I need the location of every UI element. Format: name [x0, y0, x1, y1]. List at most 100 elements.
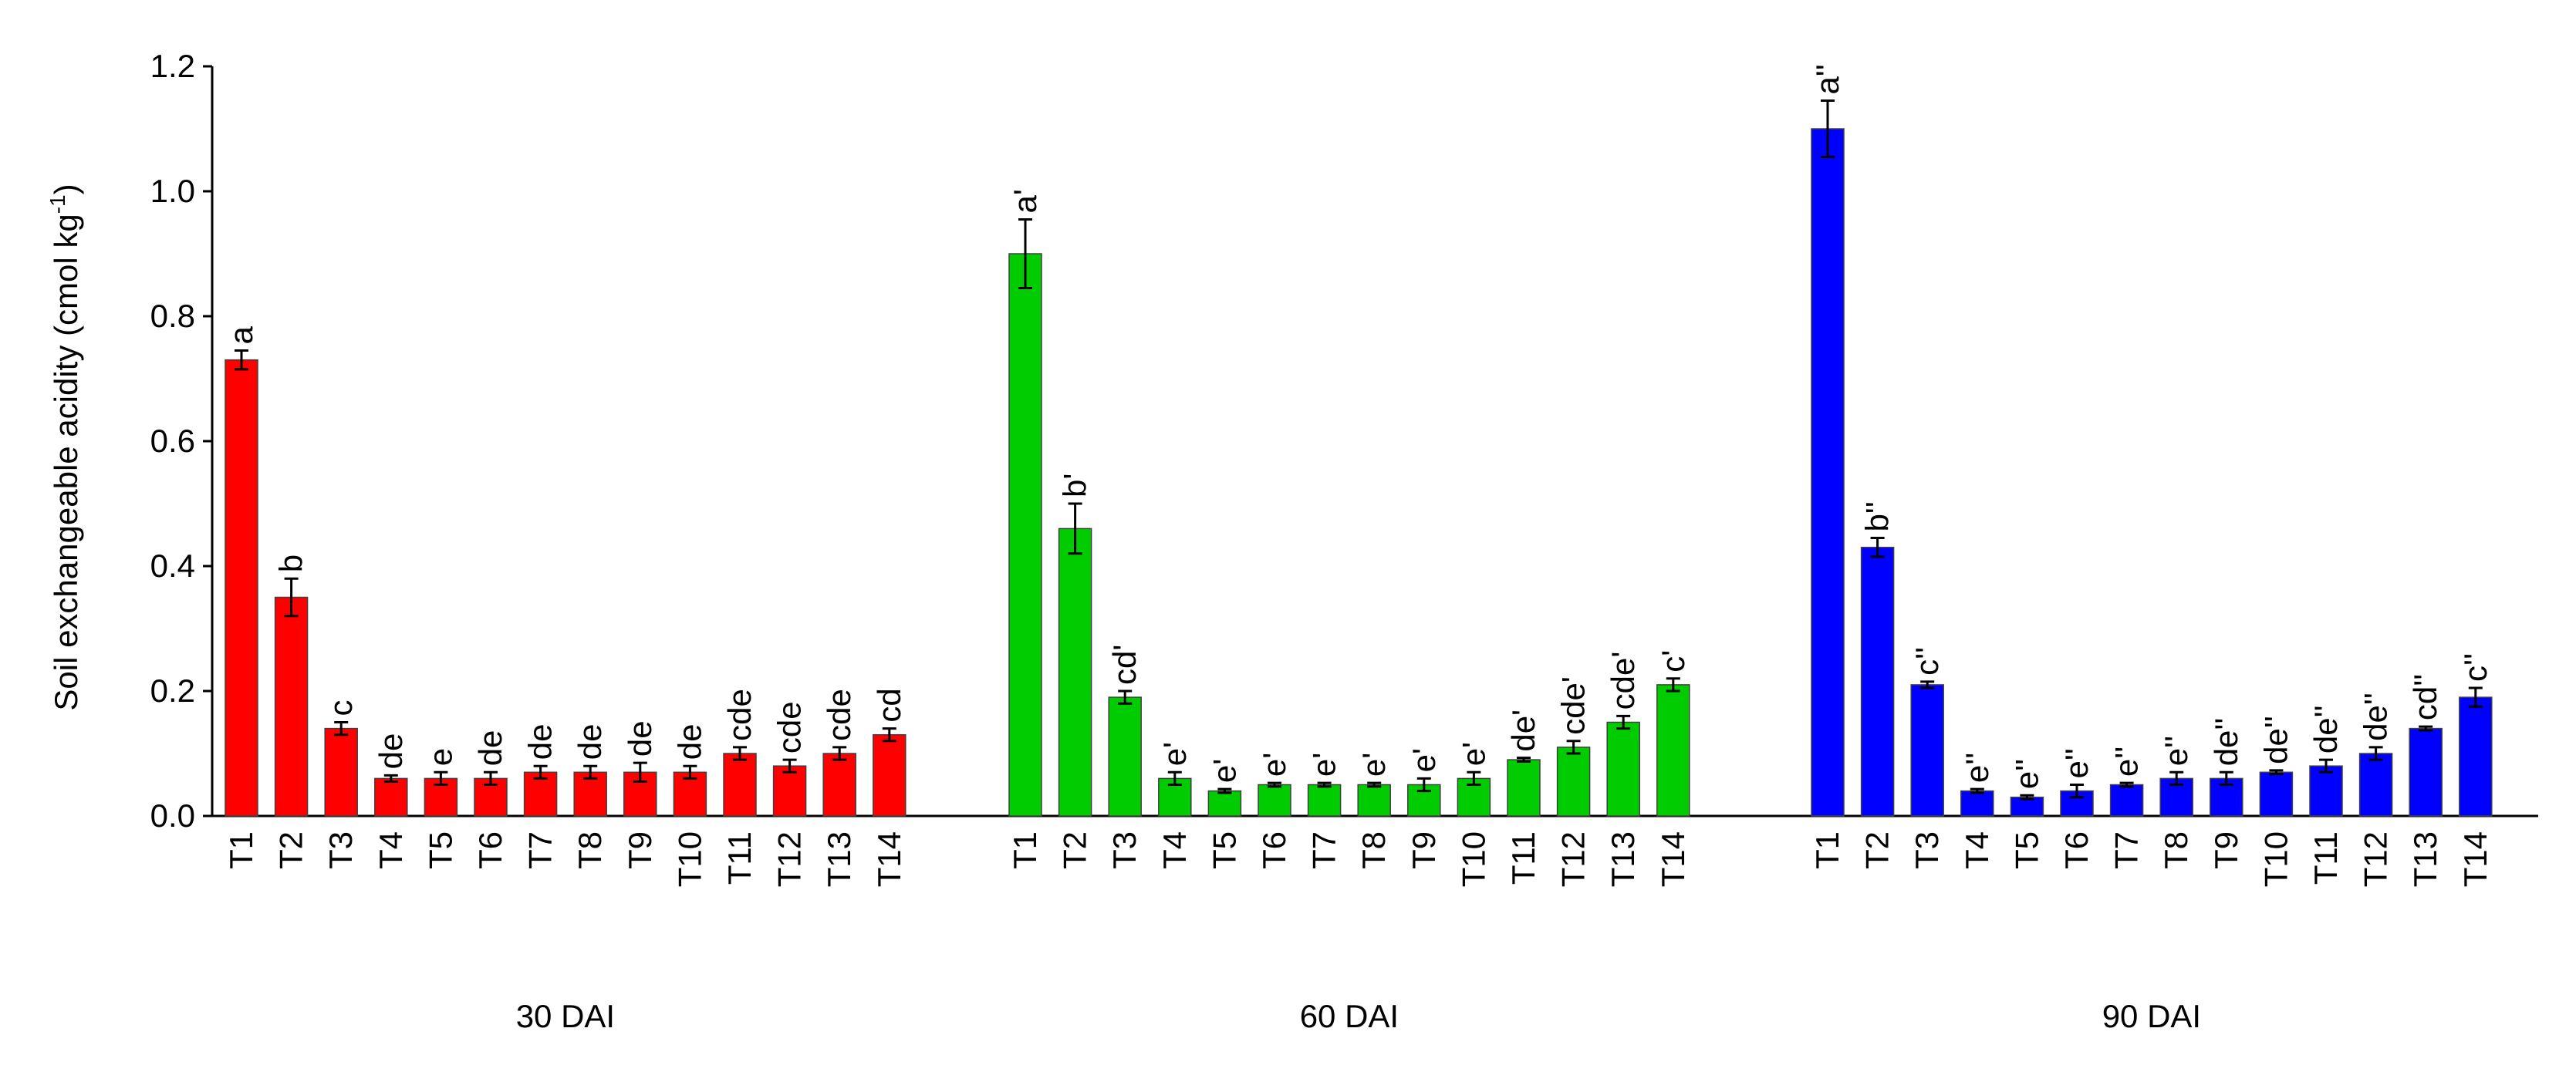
bar [1258, 784, 1291, 817]
significance-letter: e' [1406, 748, 1442, 772]
group-label: 30 DAI [516, 998, 615, 1034]
bar [2109, 784, 2144, 817]
x-tick-label: T9 [1406, 831, 1442, 869]
x-tick-label: T12 [2358, 831, 2394, 887]
significance-letter: e' [1356, 753, 1392, 777]
bar [2309, 765, 2343, 817]
x-tick-label: T6 [1256, 831, 1292, 869]
group-label: 60 DAI [1300, 998, 1399, 1034]
significance-letter: e'' [2058, 748, 2095, 778]
significance-letter: de'' [2257, 716, 2294, 764]
y-tick-label: 1.0 [150, 173, 195, 209]
x-tick-label: T13 [1605, 831, 1641, 887]
bar [1910, 684, 1944, 817]
x-tick-label: T8 [572, 831, 608, 869]
bar [225, 359, 258, 817]
bar [1008, 253, 1042, 817]
x-tick-label: T3 [1106, 831, 1143, 869]
significance-letter: cd' [1106, 645, 1143, 685]
bar [1207, 790, 1242, 817]
y-tick-label: 0.4 [150, 548, 195, 584]
x-tick-label: T8 [1356, 831, 1392, 869]
significance-letter: cd [871, 688, 907, 722]
x-tick-label: T5 [422, 831, 458, 869]
x-tick-label: T2 [1057, 831, 1093, 869]
bar [822, 753, 856, 817]
x-tick-label: T14 [1655, 831, 1691, 887]
significance-letter: e' [1256, 753, 1292, 777]
significance-letter: a'' [1809, 64, 1845, 94]
significance-letter: cde [721, 689, 758, 741]
bar [2459, 696, 2493, 817]
significance-letter: e'' [2108, 747, 2145, 777]
bar [274, 596, 309, 817]
significance-letter: de'' [2308, 705, 2344, 753]
x-tick-label: T2 [1859, 831, 1896, 869]
significance-letter: de [373, 733, 409, 770]
significance-letter: c [322, 700, 359, 716]
significance-letter: b'' [1859, 501, 1896, 531]
significance-letter: cde [771, 701, 808, 753]
x-tick-label: T7 [1306, 831, 1342, 869]
significance-letter: cde' [1605, 652, 1641, 710]
x-tick-label: T7 [522, 831, 559, 869]
y-tick-label: 0.8 [150, 298, 195, 334]
x-tick-label: T5 [1206, 831, 1242, 869]
y-axis-title-close: ) [48, 184, 84, 194]
x-tick-label: T10 [671, 831, 707, 887]
bar [1811, 128, 1845, 817]
bars [225, 99, 2493, 817]
significance-letter: b' [1057, 474, 1093, 497]
y-axis-title-superscript: -1 [46, 194, 69, 214]
bar [1656, 684, 1690, 817]
significance-letter: c' [1655, 650, 1691, 673]
significance-letter: de'' [2208, 718, 2244, 767]
bar [1860, 546, 1895, 817]
y-axis-title: Soil exchangeable acidity (cmol kg-1) [46, 184, 84, 710]
significance-letter: de'' [2358, 693, 2394, 741]
significance-letter: e'' [2158, 736, 2194, 766]
axes: 0.0 0.2 0.4 0.6 0.8 1.0 1.2 [150, 48, 2538, 834]
x-tick-label: T12 [1555, 831, 1592, 887]
x-tick-label: T13 [2407, 831, 2443, 887]
significance-letter: e'' [1959, 753, 1995, 783]
significance-letter: de [671, 723, 707, 760]
x-tick-label: T11 [1505, 831, 1541, 885]
x-tick-label: T13 [821, 831, 857, 887]
x-tick-label: T6 [472, 831, 508, 869]
x-tick-label: T10 [2257, 831, 2294, 887]
x-tick-label: T14 [871, 831, 907, 887]
x-tick-label: T5 [2008, 831, 2044, 869]
significance-letter: de [622, 720, 658, 757]
y-tick-label: 1.2 [150, 48, 195, 84]
significance-letter: a' [1007, 189, 1043, 213]
x-tick-label: T1 [1007, 831, 1043, 869]
bar [1507, 759, 1541, 817]
significance-letter: cde' [1555, 676, 1592, 735]
x-tick-label: T10 [1455, 831, 1491, 887]
significance-letter: e' [1206, 759, 1242, 783]
x-tick-label: T8 [2158, 831, 2194, 869]
bar [723, 753, 757, 817]
significance-letter: c'' [2457, 653, 2493, 682]
bar [772, 765, 807, 817]
bar [2409, 727, 2443, 817]
y-tick-label: 0.0 [150, 797, 195, 834]
group-label: 90 DAI [2102, 998, 2201, 1034]
x-tick-label: T9 [2208, 831, 2244, 869]
y-tick-label: 0.6 [150, 423, 195, 459]
x-tick-label: T11 [2308, 831, 2344, 885]
significance-letter: cde [821, 689, 857, 741]
x-tick-label: T7 [2108, 831, 2145, 869]
significance-letter: e [422, 748, 458, 766]
x-tick-label: T3 [322, 831, 359, 869]
y-axis-title-main: Soil exchangeable acidity (cmol kg [48, 214, 84, 710]
x-tick-label: T6 [2058, 831, 2095, 869]
significance-letter: de' [1505, 710, 1541, 752]
x-tick-label: T14 [2457, 831, 2493, 887]
bar [2259, 771, 2294, 817]
significance-letter: de [572, 723, 608, 760]
x-tick-label: T3 [1909, 831, 1945, 869]
